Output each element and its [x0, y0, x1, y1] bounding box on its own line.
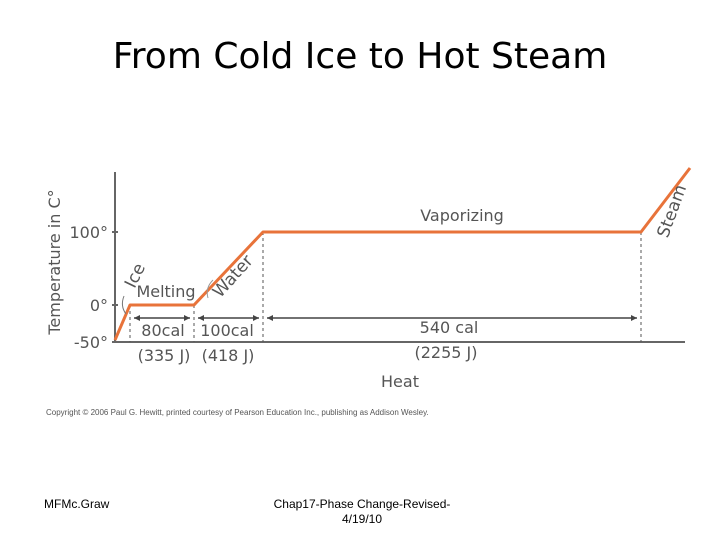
y-tick-label-minus50: -50° [74, 333, 108, 352]
phase-label-vaporizing: Vaporizing [420, 206, 504, 225]
segment-joules-vaporizing: (2255 J) [414, 343, 477, 362]
heating-curve-line [113, 167, 692, 341]
water-pointer-arrow [206, 279, 214, 299]
y-tick-label-0: 0° [90, 296, 108, 315]
ice-pointer-arrow [121, 295, 127, 315]
footer-author: MFMc.Graw [44, 497, 110, 511]
arrowhead [134, 315, 140, 321]
segment-joules-water: (418 J) [202, 346, 255, 365]
arrowhead [184, 315, 190, 321]
slide-title: From Cold Ice to Hot Steam [112, 36, 608, 77]
footer-chapter-line1: Chap17-Phase Change-Revised- [273, 497, 451, 511]
footer-chapter-line2: 4/19/10 [341, 512, 383, 526]
footer-chapter: Chap17-Phase Change-Revised- 4/19/10 [262, 497, 462, 527]
y-tick-label-100: 100° [69, 223, 108, 242]
phase-label-melting: Melting [136, 282, 195, 301]
segment-joules-melting: (335 J) [138, 346, 191, 365]
y-axis-label: Temperature in C° [45, 189, 64, 335]
segment-cal-melting: 80cal [141, 321, 184, 340]
x-axis-label: Heat [381, 372, 419, 391]
segment-cal-vaporizing: 540 cal [420, 318, 479, 337]
copyright-notice: Copyright © 2006 Paul G. Hewitt, printed… [46, 408, 429, 417]
phase-label-steam: Steam [654, 182, 692, 240]
arrowhead [631, 315, 637, 321]
segment-cal-water: 100cal [200, 321, 254, 340]
arrowhead [267, 315, 273, 321]
arrowhead [253, 315, 259, 321]
phase-label-water: Water [209, 251, 257, 302]
arrowhead [198, 315, 204, 321]
